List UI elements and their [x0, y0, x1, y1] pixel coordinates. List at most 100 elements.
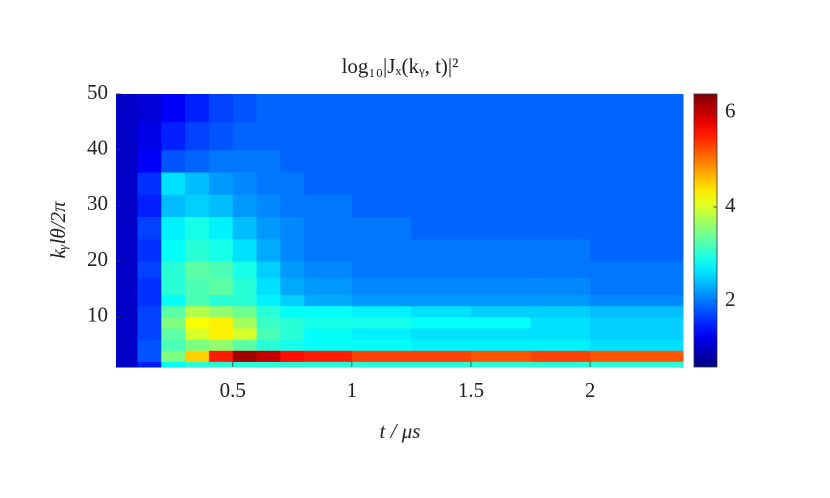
heatmap-cell: [304, 277, 353, 296]
heatmap-cell: [232, 261, 258, 279]
heatmap-cell: [411, 361, 472, 368]
heatmap-cell: [208, 277, 234, 296]
heatmap-cell: [161, 194, 186, 218]
heatmap-cell: [304, 172, 353, 195]
heatmap-cell: [280, 294, 305, 307]
heatmap-cell: [411, 350, 472, 362]
heatmap-cell: [116, 172, 138, 195]
heatmap-cell: [470, 339, 532, 351]
heatmap-cell: [232, 149, 258, 173]
heatmap-cell: [411, 328, 472, 340]
colorbar-tick-label: 4: [725, 193, 736, 217]
heatmap-cell: [137, 339, 162, 351]
heatmap-cell: [256, 339, 281, 351]
heatmap-cell: [185, 194, 210, 218]
heatmap-cell: [530, 361, 591, 368]
heatmap-cell: [280, 361, 305, 368]
heatmap-cell: [256, 261, 281, 279]
heatmap-cell: [208, 94, 234, 123]
heatmap-cell: [208, 216, 234, 240]
heatmap-cell: [185, 294, 210, 307]
heatmap-cell: [351, 361, 412, 368]
heatmap-cell: [137, 350, 162, 362]
heatmap-cell: [208, 194, 234, 218]
heatmap-cell: [161, 94, 186, 123]
heatmap-cell: [208, 238, 234, 262]
heatmap-cell: [304, 94, 353, 123]
heatmap-cell: [256, 350, 281, 362]
heatmap-cell: [161, 339, 186, 351]
heatmap-cell: [185, 149, 210, 173]
x-tick-label: 2: [585, 378, 596, 402]
heatmap-cell: [116, 261, 138, 279]
heatmap-cell: [256, 194, 281, 218]
heatmap-cell: [208, 121, 234, 151]
heatmap-cell: [470, 238, 532, 262]
heatmap-cell: [590, 121, 684, 151]
heatmap-cell: [185, 121, 210, 151]
heatmap-cell: [137, 316, 162, 329]
heatmap-cell: [185, 350, 210, 362]
heatmap-cell: [161, 277, 186, 296]
heatmap-cell: [351, 194, 412, 218]
heatmap-cell: [185, 361, 210, 368]
y-tick-label: 20: [87, 247, 108, 271]
heatmap-cell: [470, 277, 532, 296]
heatmap-cell: [530, 172, 591, 195]
heatmap-cell: [256, 294, 281, 307]
heatmap-cell: [137, 361, 162, 368]
heatmap-cell: [137, 277, 162, 296]
heatmap-cell: [411, 172, 472, 195]
heatmap-cell: [137, 238, 162, 262]
heatmap-cell: [161, 305, 186, 318]
heatmap-cell: [530, 294, 591, 307]
heatmap-cell: [304, 216, 353, 240]
heatmap-cell: [470, 328, 532, 340]
heatmap-cell: [590, 328, 684, 340]
heatmap-cell: [351, 350, 412, 362]
heatmap-cell: [185, 328, 210, 340]
heatmap-cell: [530, 328, 591, 340]
heatmap-cell: [351, 294, 412, 307]
heatmap-cell: [304, 305, 353, 318]
chart-title: log₁₀|Jₓ(kᵧ, t)|²: [342, 54, 459, 78]
heatmap-cell: [470, 172, 532, 195]
heatmap-cell: [232, 172, 258, 195]
heatmap-cell: [161, 294, 186, 307]
heatmap-cell: [530, 238, 591, 262]
heatmap-cell: [530, 121, 591, 151]
heatmap-cell: [411, 216, 472, 240]
heatmap-cell: [185, 261, 210, 279]
heatmap-cell: [304, 328, 353, 340]
y-tick-label: 50: [87, 80, 108, 104]
heatmap-cell: [280, 238, 305, 262]
heatmap-cell: [280, 121, 305, 151]
heatmap-cell: [232, 194, 258, 218]
heatmap-cell: [232, 277, 258, 296]
heatmap-cell: [161, 216, 186, 240]
heatmap-cell: [304, 149, 353, 173]
heatmap-cell: [137, 172, 162, 195]
heatmap-cell: [137, 121, 162, 151]
heatmap-cell: [137, 194, 162, 218]
heatmap-cell: [161, 261, 186, 279]
heatmap-cell: [411, 339, 472, 351]
heatmap-cell: [351, 238, 412, 262]
x-tick-label: 1: [347, 378, 358, 402]
heatmap-cell: [590, 238, 684, 262]
heatmap-cell: [530, 216, 591, 240]
heatmap-cell: [232, 305, 258, 318]
heatmap-cell: [411, 305, 472, 318]
heatmap-cell: [208, 294, 234, 307]
heatmap-cell: [280, 172, 305, 195]
heatmap-cell: [280, 194, 305, 218]
heatmap-cell: [116, 216, 138, 240]
heatmap-cell: [161, 316, 186, 329]
heatmap-cell: [590, 194, 684, 218]
heatmap-cell: [590, 350, 684, 362]
heatmap-cell: [530, 316, 591, 329]
heatmap-cell: [351, 216, 412, 240]
heatmap-cell: [280, 94, 305, 123]
heatmap-cell: [137, 261, 162, 279]
